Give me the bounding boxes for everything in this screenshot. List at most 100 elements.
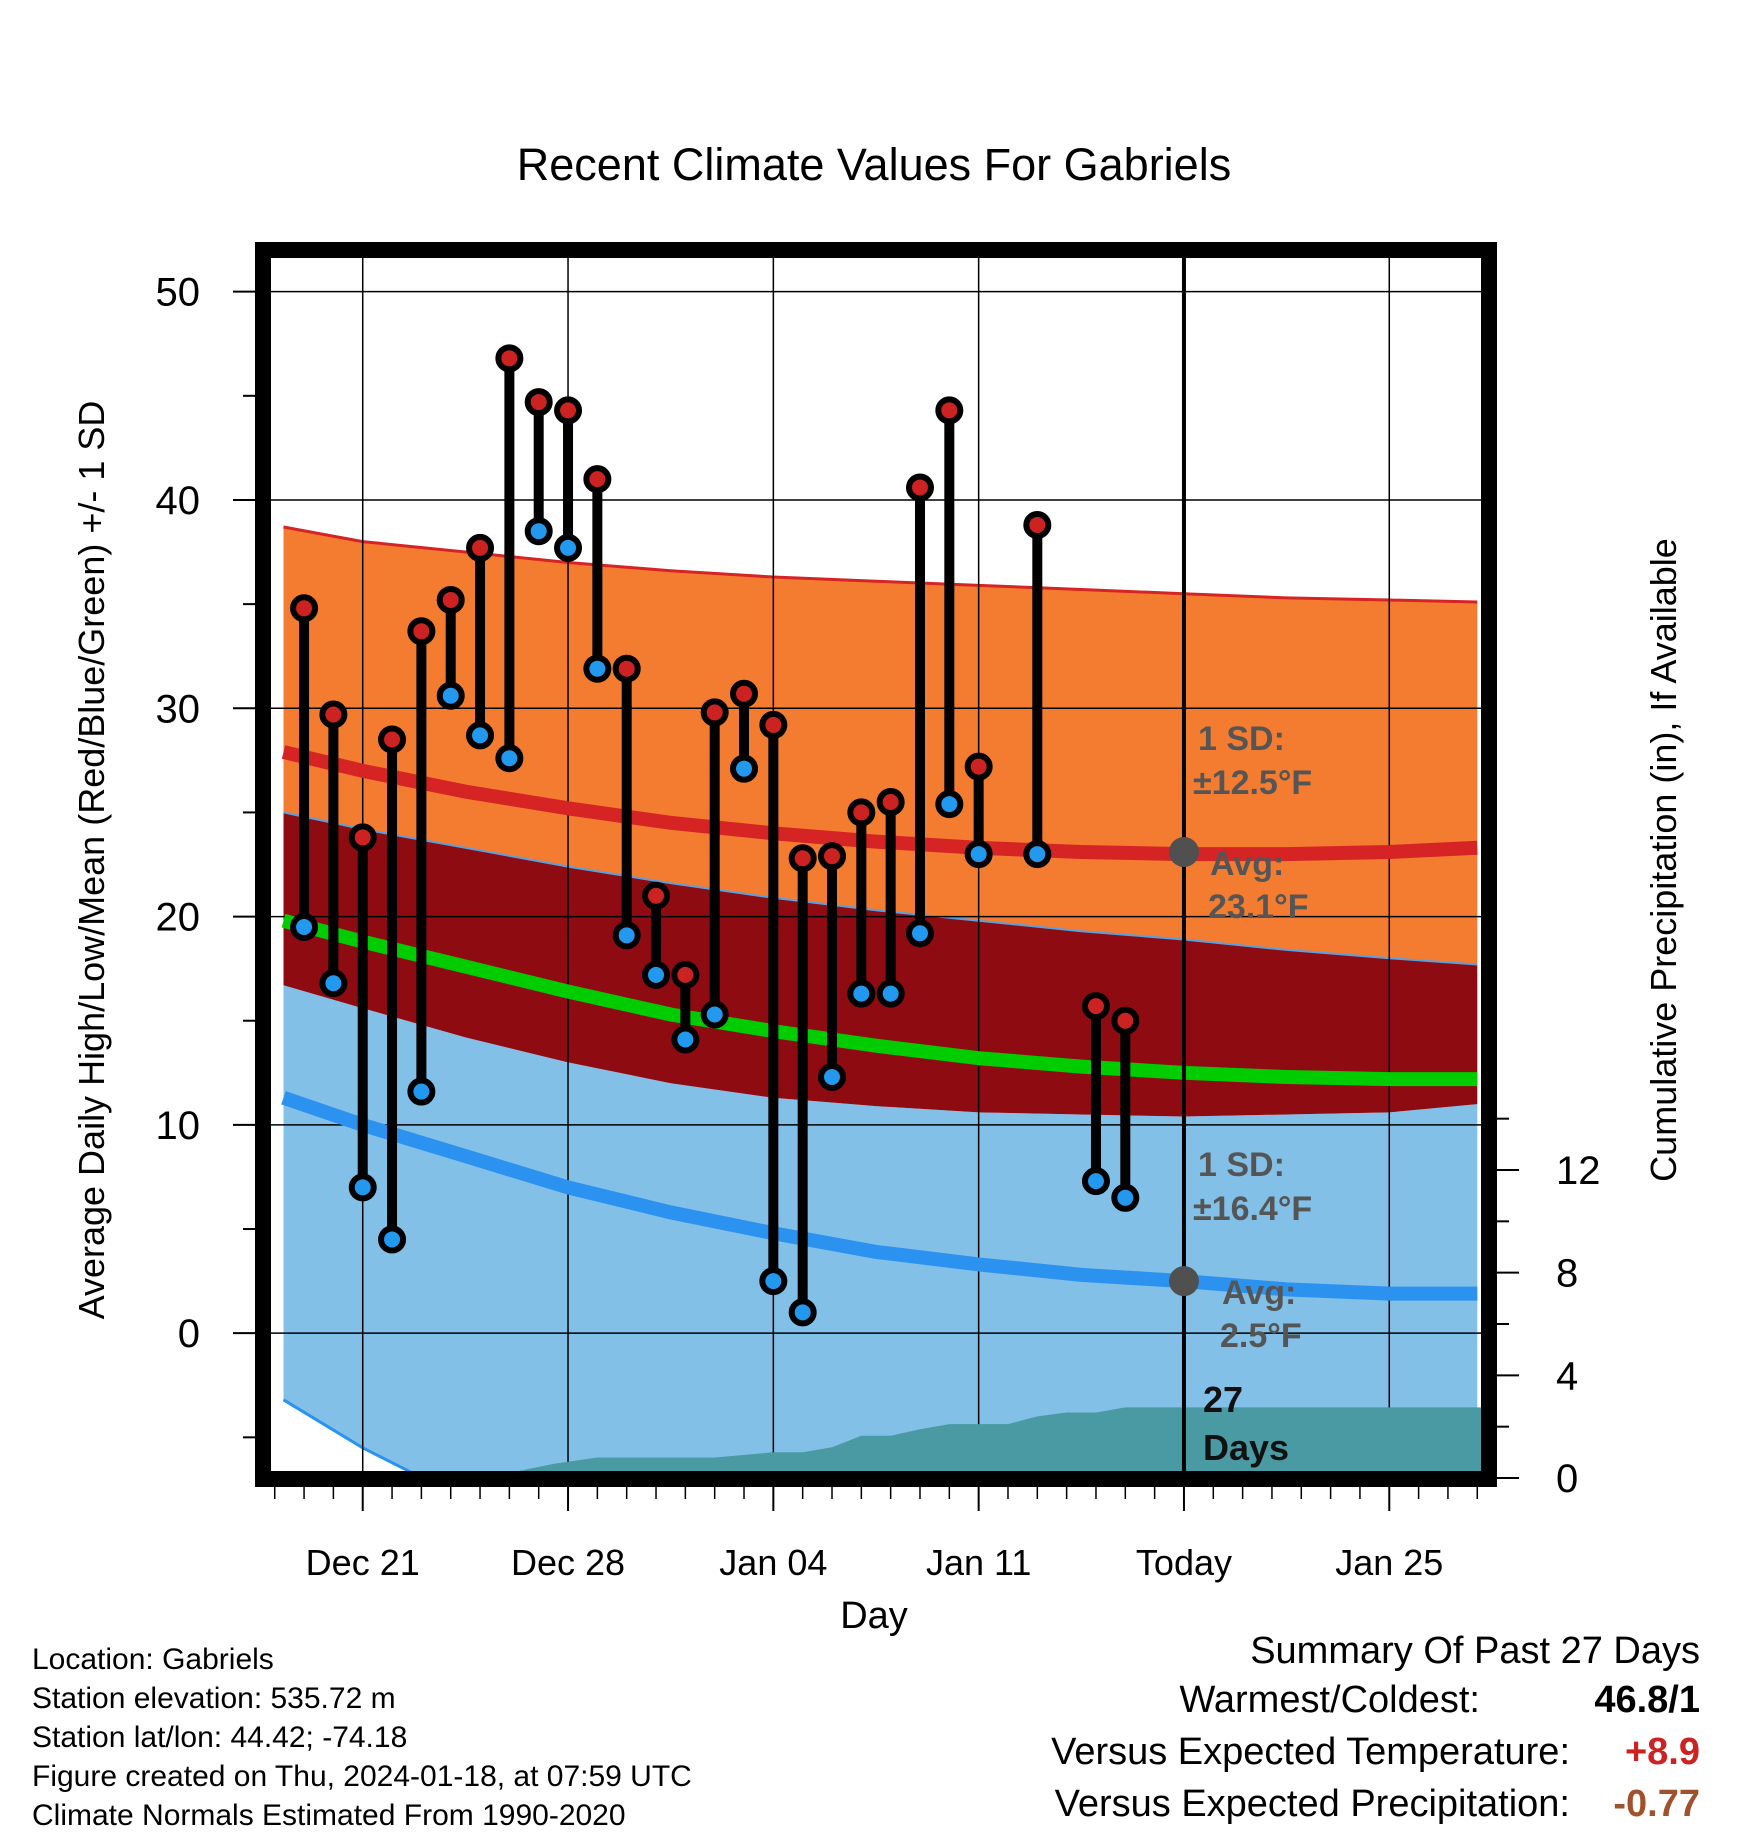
low-point [583,654,612,683]
y-tick-label: 10 [156,1104,201,1148]
low-point [319,969,348,998]
info-location: Location: Gabriels [32,1643,274,1676]
plot-frame [255,242,1497,1487]
high-point [730,679,759,708]
low-point [407,1077,436,1106]
x-tick-label: Dec 28 [511,1542,625,1583]
low-point [847,979,876,1008]
x-tick-label: Jan 25 [1335,1542,1443,1583]
high-point [378,725,407,754]
low-point [905,919,934,948]
mean-upper-edge [283,811,1478,966]
y-tick-label: 50 [156,271,201,315]
info-normals: Climate Normals Estimated From 1990-2020 [32,1799,626,1832]
x-tick-label: Today [1136,1542,1232,1583]
high-point [935,396,964,425]
low-point [290,912,319,941]
high-point [612,654,641,683]
y2-tick-label: 12 [1556,1149,1601,1193]
low-point [1081,1167,1110,1196]
summary-warmest-row: Warmest/Coldest: 46.8/1 [900,1673,1700,1725]
high-sd-value: ±12.5°F [1193,764,1312,802]
high-point [407,617,436,646]
high-point [319,700,348,729]
low-point [1111,1183,1140,1212]
high-point [554,396,583,425]
mean-sd-band [283,812,1478,1117]
high-point [348,823,377,852]
temp-label: Versus Expected Temperature: [1051,1731,1570,1773]
low-avg-title: Avg: [1222,1274,1296,1312]
low-sd-title: 1 SD: [1198,1146,1285,1184]
high-point [1111,1006,1140,1035]
high-avg-line [281,745,1478,862]
low-point [730,754,759,783]
high-point [1023,510,1052,539]
high-avg-value: 23.1°F [1208,888,1309,926]
info-latlon: Station lat/lon: 44.42; -74.18 [32,1721,408,1754]
summary-title: Summary Of Past 27 Days [1250,1630,1700,1672]
low-avg-line [281,1091,1478,1301]
x-axis-label: Day [840,1595,908,1637]
high-point [700,698,729,727]
low-point [876,979,905,1008]
high-point [583,465,612,494]
precip-area [457,1407,1489,1479]
high-point [466,533,495,562]
today-low-avg-marker [1168,1266,1199,1297]
mean-avg-line [281,913,1478,1087]
low-point [642,960,671,989]
high-point [964,752,993,781]
y-tick-label: 20 [156,896,201,940]
info-created: Figure created on Thu, 2024-01-18, at 07… [32,1760,692,1793]
days-label: Days [1203,1427,1289,1468]
high-point [436,585,465,614]
warmest-label: Warmest/Coldest: [1179,1679,1480,1721]
low-avg-value: 2.5°F [1220,1317,1302,1355]
high-point [495,344,524,373]
x-tick-label: Jan 11 [926,1542,1031,1583]
precip-value: -0.77 [1613,1783,1700,1825]
high-point [905,473,934,502]
low-point [1023,840,1052,869]
y-tick-label: 30 [156,687,201,731]
low-point [466,721,495,750]
low-point [818,1062,847,1091]
high-avg-title: Avg: [1210,845,1284,883]
low-point [700,1000,729,1029]
summary-panel: Summary Of Past 27 Days Warmest/Coldest:… [900,1630,1700,1829]
high-point [876,788,905,817]
high-point [671,960,700,989]
low-point [788,1298,817,1327]
low-point [436,681,465,710]
low-point [495,744,524,773]
info-elevation: Station elevation: 535.72 m [32,1682,396,1715]
low-point [671,1025,700,1054]
low-point [554,533,583,562]
days-count: 27 [1203,1379,1243,1420]
high-upper-edge [283,525,1478,604]
high-point [290,594,319,623]
high-sd-title: 1 SD: [1198,720,1285,758]
y2-axis-label: Cumulative Precipitation (in), If Availa… [1643,538,1684,1182]
low-point [935,790,964,819]
temp-value: +8.9 [1624,1731,1700,1773]
high-point [1081,992,1110,1021]
y-tick-label: 40 [156,479,201,523]
summary-precip-row: Versus Expected Precipitation: -0.77 [900,1777,1700,1829]
y-tick-label: 0 [178,1312,200,1356]
y-axis-label: Average Daily High/Low/Mean (Red/Blue/Gr… [71,401,112,1320]
low-point [378,1225,407,1254]
low-point [964,840,993,869]
summary-temp-row: Versus Expected Temperature: +8.9 [900,1725,1700,1777]
low-sd-band [283,985,1478,1479]
low-point [524,517,553,546]
high-point [847,798,876,827]
x-tick-label: Dec 21 [306,1542,420,1583]
annotations: 1 SD: ±12.5°F Avg: 23.1°F 1 SD: ±16.4°F … [1193,720,1312,1468]
x-tick-label: Jan 04 [719,1542,827,1583]
low-sd-value: ±16.4°F [1193,1190,1312,1228]
high-point [642,881,671,910]
low-point [348,1173,377,1202]
